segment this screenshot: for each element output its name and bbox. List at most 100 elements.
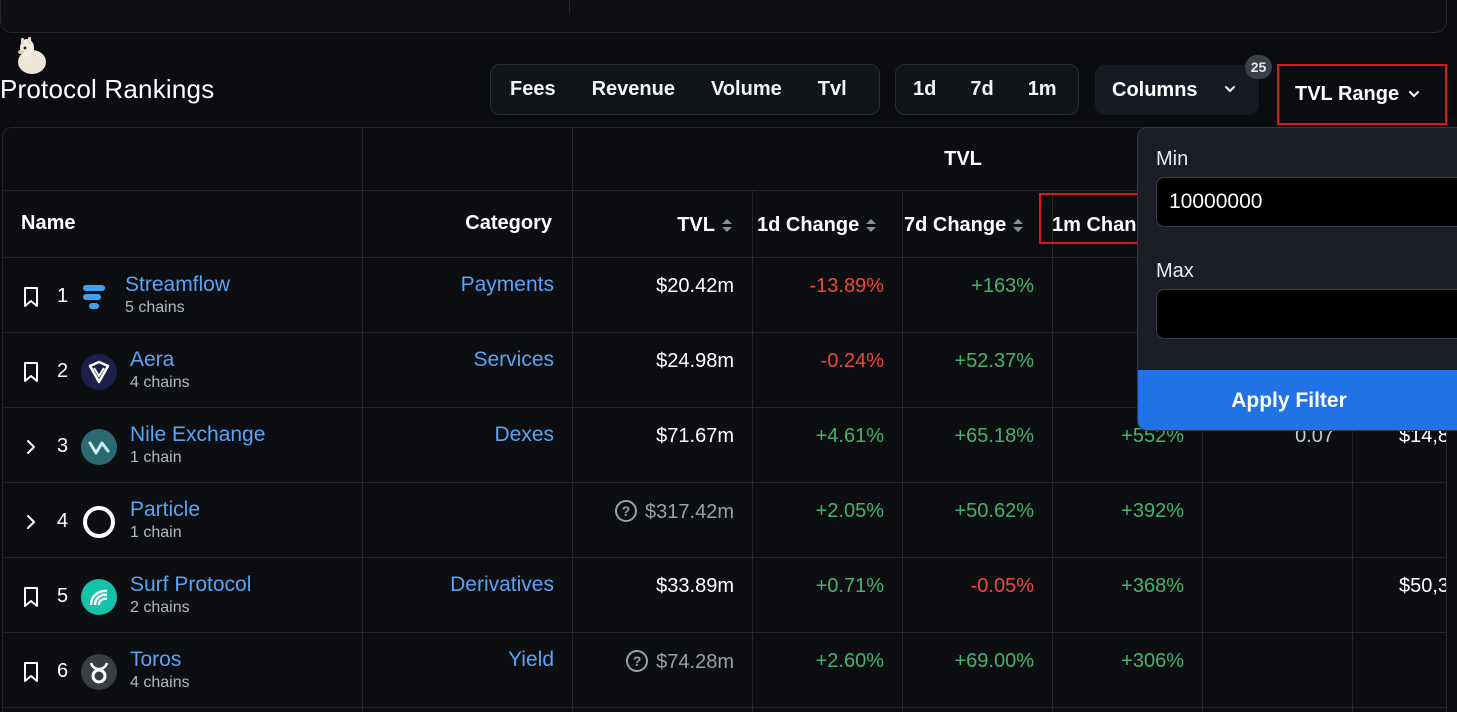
column-header-1m-change[interactable]: 1m Chan — [1052, 192, 1136, 259]
page-title: Protocol Rankings — [0, 74, 215, 104]
protocol-logo-icon — [81, 579, 117, 615]
sort-icon — [722, 218, 732, 233]
help-icon[interactable]: ? — [626, 650, 649, 672]
tvl-range-button[interactable]: TVL Range — [1277, 64, 1447, 125]
columns-button[interactable]: Columns — [1095, 65, 1259, 115]
change-1m-value: +306% — [1121, 650, 1184, 672]
change-1d-value: +0.71% — [815, 575, 884, 597]
column-header-name[interactable]: Name — [21, 190, 75, 257]
chevron-right-icon[interactable] — [21, 436, 41, 458]
change-1d-value: -0.24% — [820, 350, 884, 372]
rank-number: 6 — [57, 660, 69, 682]
row-divider — [3, 632, 1446, 633]
bookmark-icon[interactable] — [21, 586, 41, 608]
chain-count: 5 chains — [125, 299, 185, 316]
tvl-value: $20.42m — [656, 275, 734, 298]
bookmark-icon[interactable] — [21, 661, 41, 683]
column-divider — [752, 190, 753, 712]
tab-1m[interactable]: 1m — [1027, 78, 1057, 100]
category-link[interactable]: Yield — [508, 648, 554, 671]
chain-count: 1 chain — [130, 524, 182, 541]
change-7d-value: +163% — [971, 275, 1034, 297]
columns-button-label: Columns — [1112, 78, 1198, 101]
change-7d-value: -0.05% — [970, 575, 1034, 597]
row-divider — [3, 190, 1446, 191]
change-7d-value: +52.37% — [954, 350, 1034, 372]
tvl-amount: $317.42m — [645, 501, 734, 523]
row-divider — [3, 557, 1446, 558]
rank-number: 2 — [57, 360, 69, 382]
tab-revenue[interactable]: Revenue — [591, 78, 675, 100]
category-link[interactable]: Services — [473, 348, 554, 371]
column-header-1d-change[interactable]: 1d Change — [757, 192, 877, 259]
table-row: 6 Toros 4 chains Yield? $74.28m +2.60% +69.00%… — [3, 632, 1446, 707]
bookmark-icon[interactable] — [21, 286, 41, 308]
tvl-range-popover: Min Max Apply Filter — [1137, 127, 1457, 431]
metric-tab-group: Fees Revenue Volume Tvl — [490, 64, 880, 115]
chevron-right-icon[interactable] — [21, 511, 41, 533]
row-divider — [3, 407, 1446, 408]
change-1d-value: +2.60% — [815, 650, 884, 672]
tvl-amount: $71.67m — [656, 425, 734, 447]
table-row: 4 Particle 1 chain? $317.42m +2.05% +50.62% +3… — [3, 482, 1446, 557]
protocol-logo-icon — [81, 354, 117, 390]
columns-count-badge: 25 — [1245, 55, 1272, 79]
protocol-name-link[interactable]: Surf Protocol — [130, 573, 252, 596]
column-header-tvl[interactable]: TVL — [677, 192, 732, 259]
rank-number: 1 — [57, 285, 69, 307]
protocol-name-link[interactable]: Toros — [130, 648, 182, 671]
tvl-value: $71.67m — [656, 425, 734, 448]
column-header-tvl-label: TVL — [677, 214, 715, 236]
sort-icon — [866, 218, 877, 233]
max-input[interactable] — [1156, 289, 1457, 339]
max-label: Max — [1156, 260, 1194, 282]
rank-number: 5 — [57, 585, 69, 607]
bookmark-icon[interactable] — [21, 361, 41, 383]
tab-volume[interactable]: Volume — [710, 78, 782, 100]
table-row: 1 Streamflow 5 chains Payments $20.42m -13.89… — [3, 257, 1446, 332]
top-panel — [0, 0, 1447, 33]
tab-1d[interactable]: 1d — [913, 78, 937, 100]
tvl-amount: $24.98m — [656, 350, 734, 372]
category-link[interactable]: Derivatives — [450, 573, 554, 596]
period-tab-group: 1d 7d 1m — [895, 64, 1079, 115]
protocol-name-link[interactable]: Nile Exchange — [130, 423, 266, 446]
tvl-value: ? $74.28m — [626, 650, 734, 674]
change-1m-value: +368% — [1121, 575, 1184, 597]
protocol-name-link[interactable]: Aera — [130, 348, 175, 371]
column-header-1m-change-highlight — [1039, 193, 1139, 244]
help-icon[interactable]: ? — [615, 500, 638, 522]
change-1d-value: +4.61% — [815, 425, 884, 447]
column-divider — [362, 128, 363, 712]
protocol-logo-icon — [81, 654, 117, 690]
column-header-7d-change[interactable]: 7d Change — [904, 192, 1024, 259]
chain-count: 2 chains — [130, 599, 190, 616]
apply-filter-button[interactable]: Apply Filter — [1138, 370, 1457, 430]
column-divider — [1352, 257, 1353, 712]
row-divider — [3, 482, 1446, 483]
column-header-category[interactable]: Category — [465, 190, 552, 257]
column-header-1d-change-label: 1d Change — [757, 214, 860, 236]
tvl-value: $24.98m — [656, 350, 734, 373]
tvl-amount: $33.89m — [656, 575, 734, 597]
tab-tvl[interactable]: Tvl — [817, 78, 847, 100]
tvl-amount: $20.42m — [656, 275, 734, 297]
category-link[interactable]: Payments — [460, 273, 554, 296]
tab-fees[interactable]: Fees — [510, 78, 556, 100]
chain-count: 4 chains — [130, 374, 190, 391]
top-panel-divider — [569, 0, 570, 14]
tvl-group-header: TVL — [944, 148, 982, 170]
tvl-value: ? $317.42m — [615, 500, 734, 524]
change-7d-value: +65.18% — [954, 425, 1034, 447]
rank-number: 3 — [57, 435, 69, 457]
rank-number: 4 — [57, 510, 69, 532]
change-7d-value: +69.00% — [954, 650, 1034, 672]
min-input[interactable] — [1156, 177, 1457, 227]
chevron-down-icon — [1409, 91, 1419, 97]
tab-7d[interactable]: 7d — [970, 78, 994, 100]
category-link[interactable]: Dexes — [494, 423, 554, 446]
protocol-name-link[interactable]: Streamflow — [125, 273, 231, 296]
protocol-name-link[interactable]: Particle — [130, 498, 201, 521]
tvl-range-button-label: TVL Range — [1295, 83, 1400, 105]
protocol-logo-icon — [79, 279, 115, 315]
